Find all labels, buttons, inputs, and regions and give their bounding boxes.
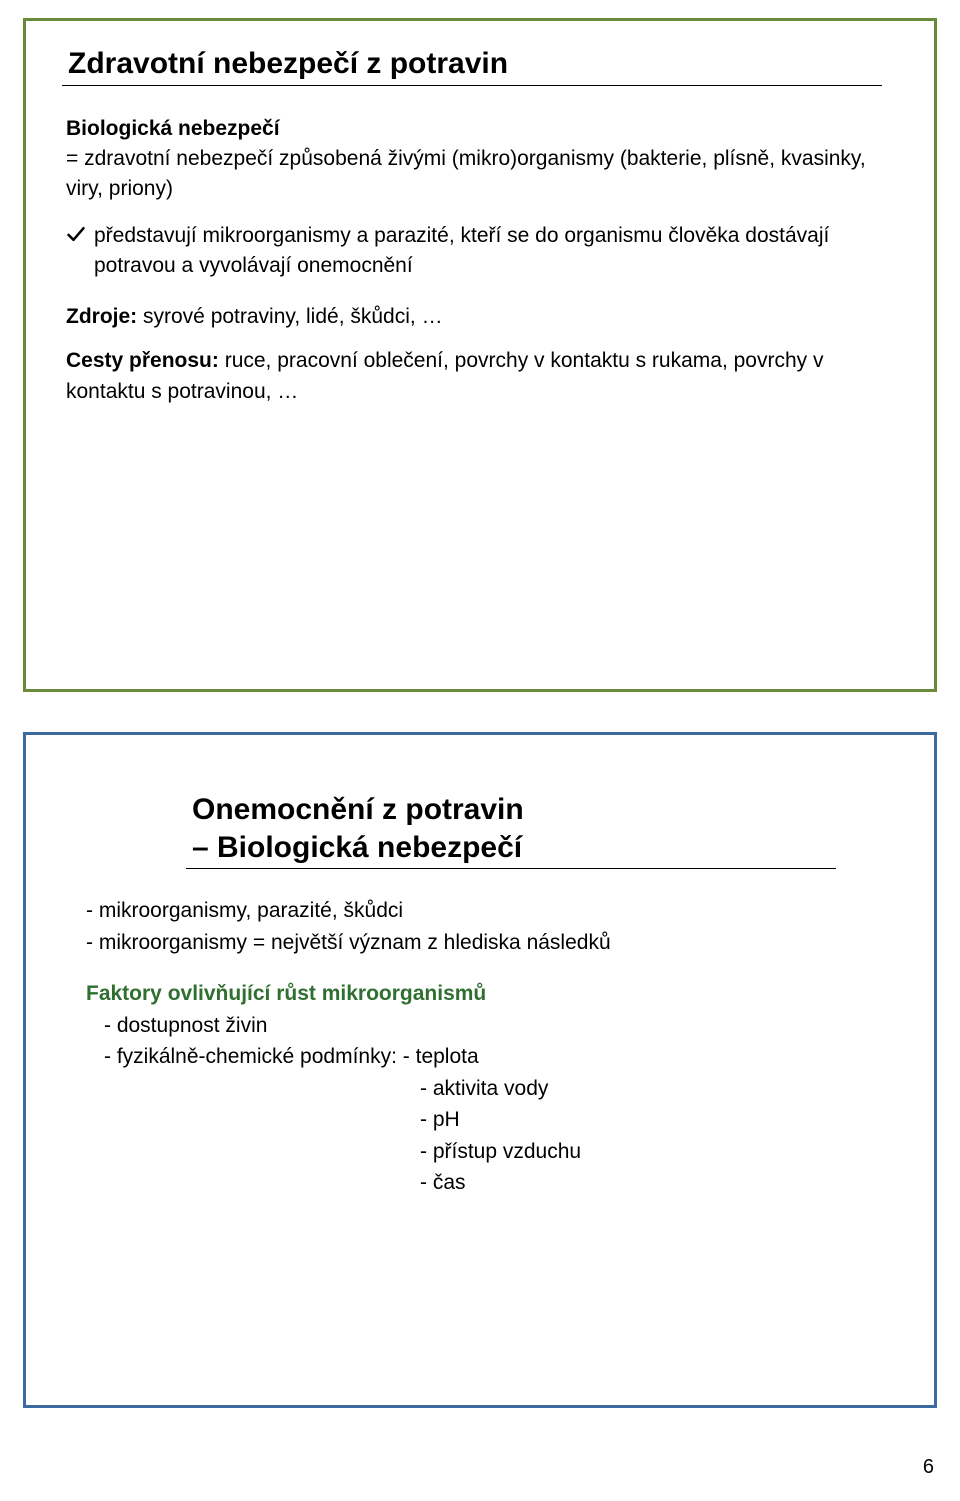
zdroje-label: Zdroje: (66, 305, 137, 328)
faktor-2a: - fyzikálně-chemické podmínky: (104, 1045, 403, 1068)
slide1-subhead: Biologická nebezpečí (66, 114, 894, 144)
checkmark-icon (66, 223, 88, 253)
slide-1: Zdravotní nebezpečí z potravin Biologick… (23, 18, 937, 692)
slide2-title-l2: – Biologická nebezpečí (192, 829, 836, 867)
faktory-label: Faktory ovlivňující růst mikroorganismů (86, 978, 894, 1010)
cesty-label: Cesty přenosu: (66, 349, 219, 372)
slide2-title-l1: Onemocnění z potravin (192, 791, 836, 829)
faktor-6: - čas (86, 1167, 894, 1199)
slide-2: Onemocnění z potravin – Biologická nebez… (23, 732, 937, 1408)
slide1-defn: = zdravotní nebezpečí způsobená živými (… (66, 144, 894, 205)
slide1-content: Biologická nebezpečí = zdravotní nebezpe… (26, 86, 934, 408)
faktor-5: - přístup vzduchu (86, 1136, 894, 1168)
slide2-title-box: Onemocnění z potravin – Biologická nebez… (186, 783, 836, 869)
zdroje-text: syrové potraviny, lidé, škůdci, … (137, 305, 442, 328)
faktor-2-row: - fyzikálně-chemické podmínky: - teplota (86, 1041, 894, 1073)
slide1-cesty-row: Cesty přenosu: ruce, pracovní oblečení, … (66, 346, 894, 407)
faktor-4: - pH (86, 1104, 894, 1136)
page-number: 6 (0, 1448, 960, 1489)
faktor-2b: - teplota (403, 1045, 479, 1068)
slide1-zdroje-row: Zdroje: syrové potraviny, lidé, škůdci, … (66, 302, 894, 332)
slide1-bullet-text: představují mikroorganismy a parazité, k… (94, 221, 894, 282)
slide1-title: Zdravotní nebezpečí z potravin (68, 45, 882, 83)
slide1-title-box: Zdravotní nebezpečí z potravin (62, 37, 882, 86)
faktor-3: - aktivita vody (86, 1073, 894, 1105)
faktor-1: - dostupnost živin (86, 1010, 894, 1042)
slide2-line2: - mikroorganismy = největší význam z hle… (86, 927, 894, 959)
slide2-content: - mikroorganismy, parazité, škůdci - mik… (26, 869, 934, 1199)
slide1-bullet-row: představují mikroorganismy a parazité, k… (66, 221, 894, 282)
slide2-line1: - mikroorganismy, parazité, škůdci (86, 895, 894, 927)
